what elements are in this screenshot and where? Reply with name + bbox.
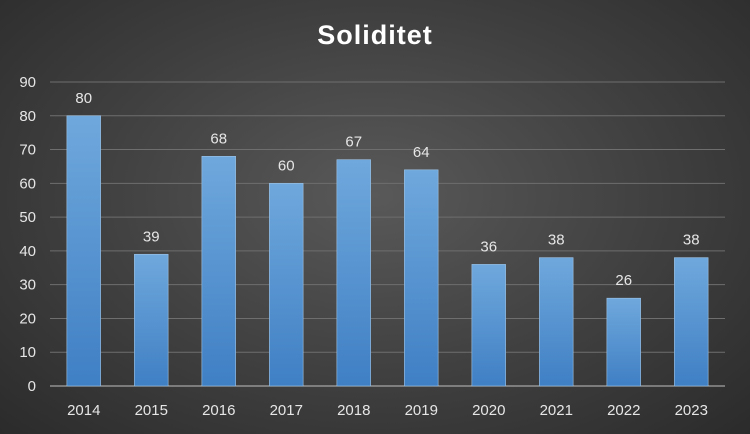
bar-2015	[134, 253, 169, 387]
bar-2014	[66, 115, 101, 387]
x-tick-label: 2019	[405, 402, 438, 419]
bar-2016	[201, 156, 236, 387]
y-tick-label: 80	[19, 108, 36, 125]
data-label-2014: 80	[75, 90, 92, 107]
data-label-2020: 36	[480, 238, 497, 255]
bar-2020	[471, 264, 506, 387]
data-label-2023: 38	[683, 232, 700, 249]
bar-2019	[404, 169, 439, 387]
x-axis-ticks: 2014 2015 2016 2017 2018 2019 2020 2021 2022 2023	[67, 402, 708, 419]
x-tick-label: 2018	[337, 402, 370, 419]
bar-2022	[606, 297, 641, 387]
x-tick-label: 2020	[472, 402, 505, 419]
y-tick-label: 40	[19, 243, 36, 260]
data-label-2019: 64	[413, 144, 430, 161]
x-tick-label: 2017	[270, 402, 303, 419]
y-tick-label: 70	[19, 142, 36, 159]
x-tick-label: 2014	[67, 402, 100, 419]
data-label-2016: 68	[210, 130, 227, 147]
y-tick-label: 90	[19, 74, 36, 91]
bar-2017	[269, 183, 304, 387]
x-tick-label: 2015	[135, 402, 168, 419]
data-label-2021: 38	[548, 232, 565, 249]
x-tick-label: 2021	[540, 402, 573, 419]
y-tick-label: 0	[28, 378, 36, 395]
data-label-2015: 39	[143, 228, 160, 245]
y-tick-label: 20	[19, 310, 36, 327]
y-axis-ticks: 0 10 20 30 40 50 60 70 80 90	[19, 74, 36, 395]
bar-2021	[539, 257, 574, 387]
data-label-2017: 60	[278, 157, 295, 174]
y-tick-label: 30	[19, 277, 36, 294]
y-tick-label: 50	[19, 209, 36, 226]
bar-2018	[336, 159, 371, 387]
bars	[66, 115, 709, 387]
y-tick-label: 10	[19, 344, 36, 361]
y-tick-label: 60	[19, 175, 36, 192]
chart-title: Soliditet	[317, 20, 433, 50]
x-tick-label: 2016	[202, 402, 235, 419]
x-tick-label: 2022	[607, 402, 640, 419]
data-label-2022: 26	[615, 272, 632, 289]
data-labels: 80 39 68 60 67 64 36 38 26 38	[75, 90, 699, 289]
x-tick-label: 2023	[675, 402, 708, 419]
data-label-2018: 67	[345, 134, 362, 151]
bar-2023	[674, 257, 709, 387]
